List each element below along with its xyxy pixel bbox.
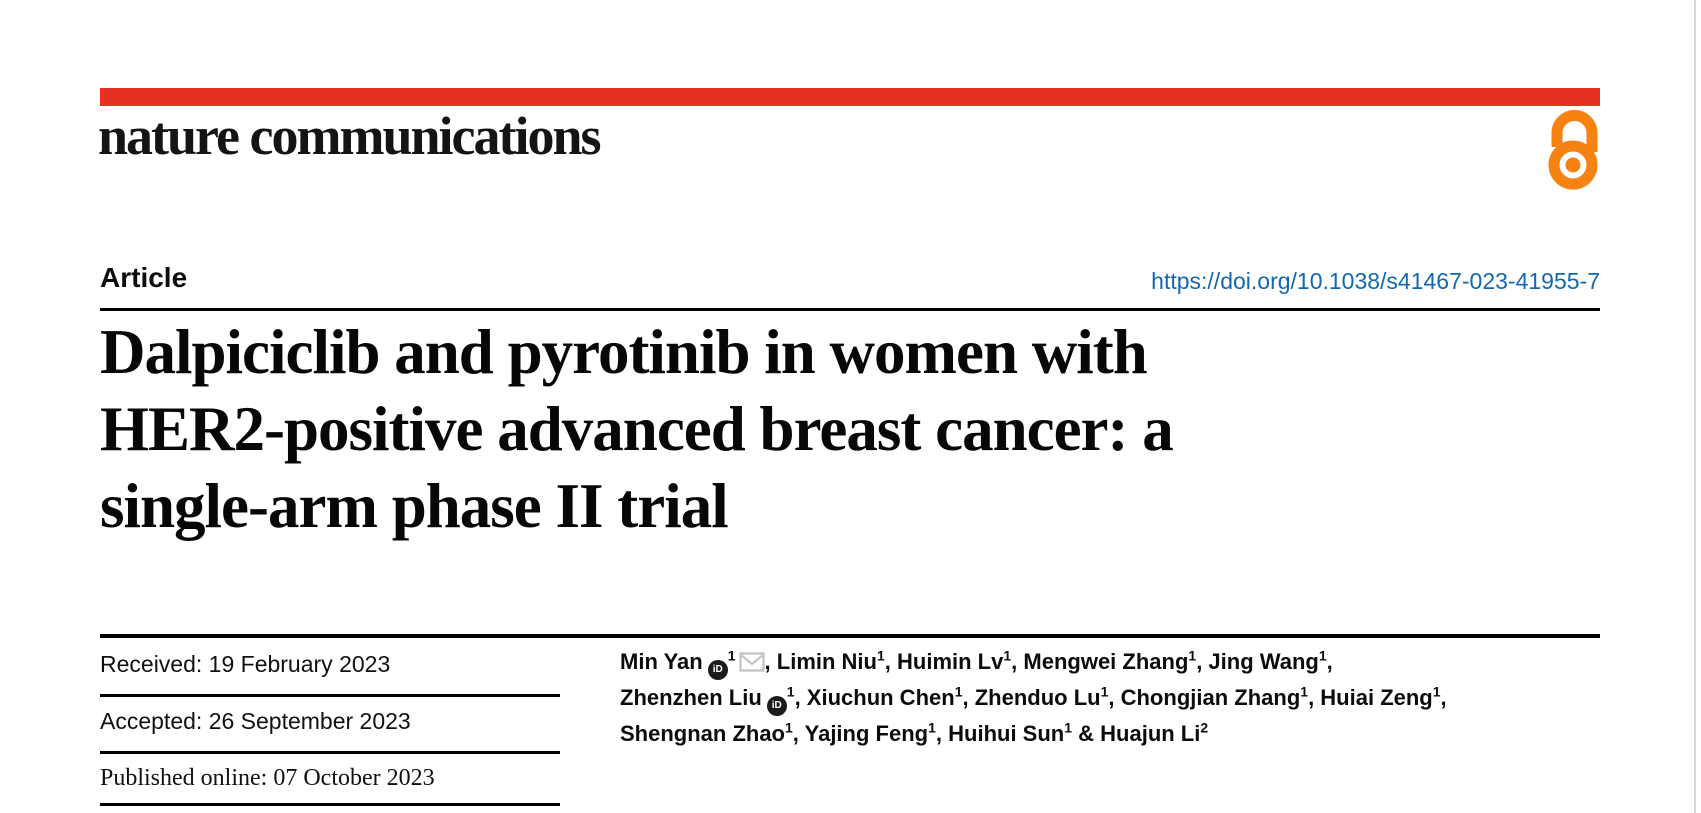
author-name: Xiuchun Chen — [806, 685, 955, 710]
doi-link[interactable]: https://doi.org/10.1038/s41467-023-41955… — [1151, 268, 1600, 294]
page-edge-divider — [1694, 0, 1696, 813]
paper-title-line-1: Dalpiciclib and pyrotinib in women with — [100, 317, 1148, 387]
author-affiliation: 1 — [954, 683, 963, 700]
author-name: Huihui Sun — [948, 721, 1065, 746]
author-affiliation: 1 — [727, 647, 736, 664]
author-affiliation: 2 — [1200, 719, 1209, 736]
author-name: Min Yan — [620, 649, 703, 674]
author-name: Huajun Li — [1100, 721, 1201, 746]
article-type-label: Article — [100, 262, 188, 293]
author-affiliation: 1 — [786, 683, 795, 700]
published-label: Published online: — [100, 765, 268, 791]
section-rule — [100, 634, 1600, 638]
history-divider — [100, 803, 560, 806]
author-name: Limin Niu — [776, 649, 877, 674]
email-envelope-icon — [738, 647, 765, 672]
published-date: 07 October 2023 — [273, 765, 435, 791]
author-affiliation: 1 — [1003, 647, 1012, 664]
author-name: Zhenzhen Liu — [620, 685, 762, 710]
author-affiliation: 1 — [928, 719, 936, 736]
open-access-icon — [1544, 106, 1604, 190]
author-name: Chongjian Zhang — [1120, 685, 1301, 710]
accepted-label: Accepted: — [100, 708, 203, 734]
received-date: 19 February 2023 — [208, 651, 391, 677]
orcid-icon: iD — [766, 696, 787, 716]
author-affiliation: 1 — [1188, 647, 1197, 664]
accepted-date-row: Accepted: 26 September 2023 — [100, 708, 411, 735]
history-divider — [100, 694, 560, 697]
author-name: Huiai Zeng — [1320, 685, 1433, 710]
author-name: Jing Wang — [1208, 649, 1319, 674]
author-name: Mengwei Zhang — [1023, 649, 1189, 674]
author-list: Min Yan iD1, Limin Niu1, Huimin Lv1, Meng… — [620, 647, 1447, 746]
author-affiliation: 1 — [1432, 683, 1441, 700]
author-name: Huimin Lv — [897, 649, 1004, 674]
header-rule — [100, 308, 1600, 311]
orcid-icon: iD — [707, 660, 728, 680]
published-date-row: Published online: 07 October 2023 — [100, 765, 435, 792]
accepted-date: 26 September 2023 — [208, 708, 411, 734]
journal-logo: nature communications — [98, 106, 602, 166]
paper-title-line-2: HER2-positive advanced breast cancer: a — [100, 394, 1174, 464]
author-name: Zhenduo Lu — [974, 685, 1101, 710]
author-affiliation: 1 — [1300, 683, 1309, 700]
history-divider — [100, 751, 560, 754]
author-name: Shengnan Zhao — [620, 721, 785, 746]
brand-color-bar — [100, 88, 1600, 106]
author-name: Yajing Feng — [804, 721, 929, 746]
paper-title-line-3: single-arm phase II trial — [100, 471, 729, 541]
paper-title: Dalpiciclib and pyrotinib in women with … — [100, 314, 1590, 545]
author-affiliation: 1 — [1100, 683, 1109, 700]
author-affiliation: 1 — [1064, 719, 1073, 736]
received-date-row: Received: 19 February 2023 — [100, 651, 390, 678]
author-affiliation: 1 — [785, 719, 793, 736]
received-label: Received: — [100, 651, 203, 677]
author-affiliation: 1 — [1318, 647, 1327, 664]
author-affiliation: 1 — [876, 647, 885, 664]
